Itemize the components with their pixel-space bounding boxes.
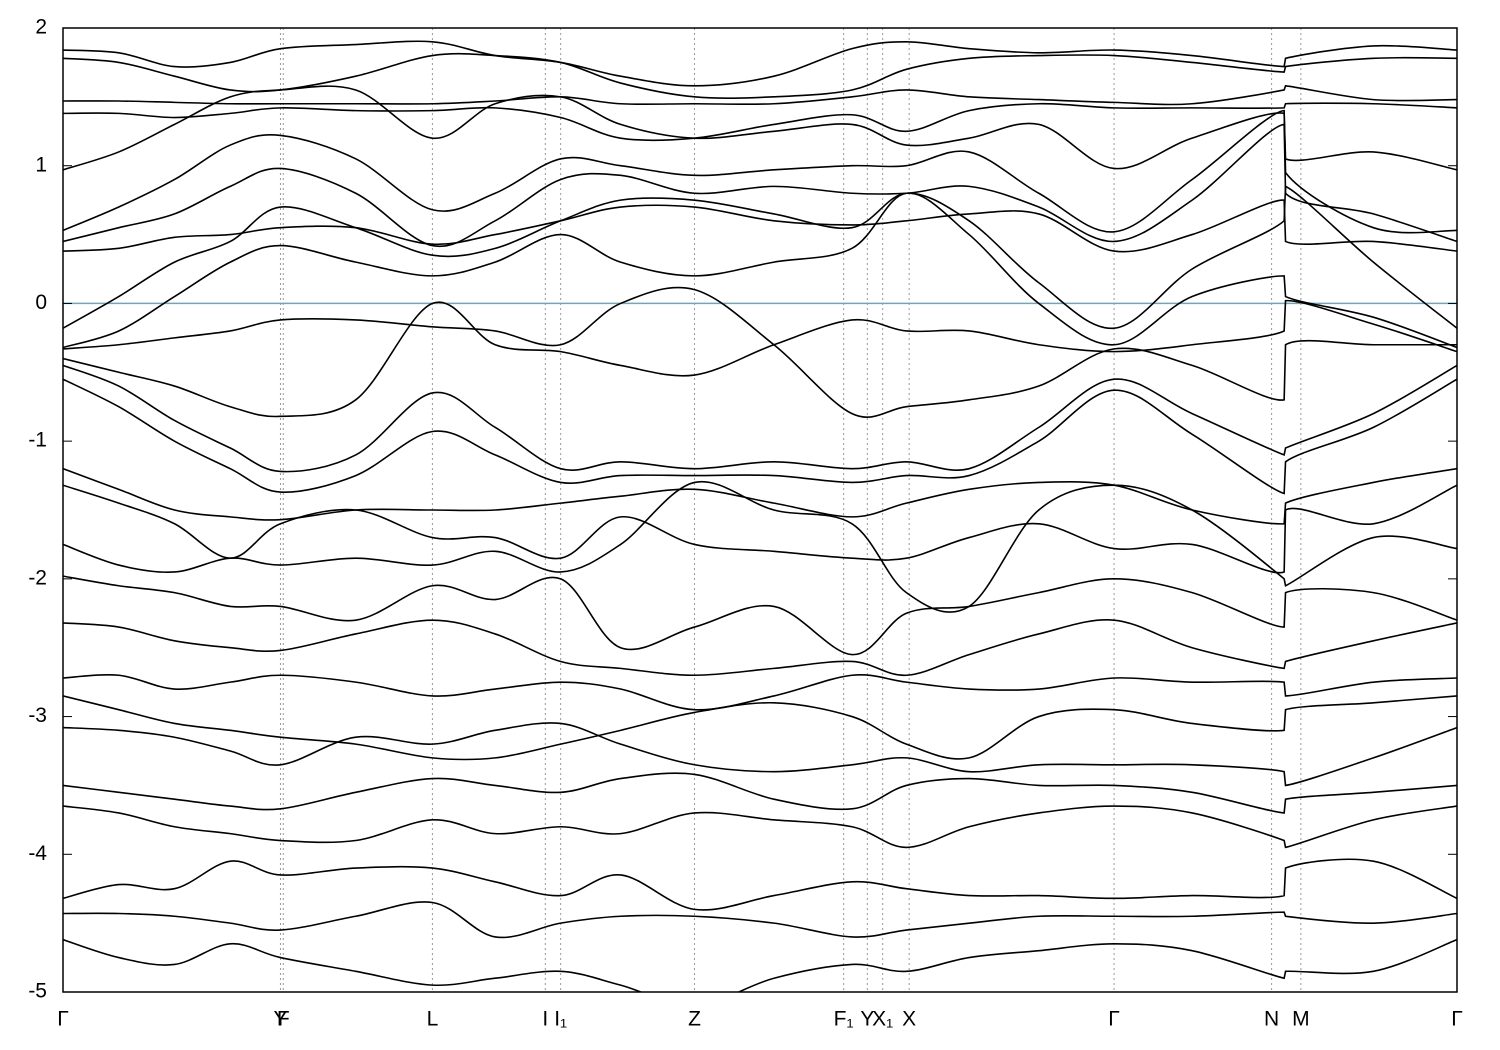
x-tick-label: X bbox=[902, 1008, 916, 1031]
x-tick-label: Γ bbox=[1108, 1008, 1120, 1031]
y-tick-label: 2 bbox=[35, 16, 47, 39]
x-tick-label: Y bbox=[273, 1008, 287, 1031]
band-line bbox=[63, 378, 1457, 495]
x-tick-label: I bbox=[542, 1008, 548, 1031]
band-line bbox=[63, 467, 1457, 525]
band-line bbox=[63, 772, 1457, 814]
x-tick-label: M bbox=[1292, 1008, 1310, 1031]
band-line bbox=[63, 109, 1457, 234]
y-tick-label: 1 bbox=[35, 153, 47, 176]
y-tick-label: -1 bbox=[28, 429, 47, 452]
x-tick-label: Y bbox=[860, 1008, 874, 1031]
y-tick-label: -3 bbox=[28, 704, 47, 727]
band-line bbox=[63, 695, 1457, 761]
band-line bbox=[63, 901, 1457, 939]
x-tick-label: I₁ bbox=[554, 1008, 567, 1031]
plot-frame bbox=[62, 27, 1458, 993]
band-line bbox=[63, 299, 1457, 418]
x-tick-label: F bbox=[277, 1008, 290, 1031]
band-line bbox=[63, 938, 1457, 992]
band-line bbox=[63, 484, 1457, 574]
y-tick-label: -4 bbox=[28, 842, 47, 865]
y-tick-label: -2 bbox=[28, 566, 47, 589]
x-tick-label: L bbox=[427, 1008, 439, 1031]
bands bbox=[63, 40, 1457, 992]
band-line bbox=[63, 84, 1457, 106]
band-line bbox=[63, 674, 1457, 711]
band-line bbox=[63, 575, 1457, 656]
band-line bbox=[63, 480, 1457, 613]
band-line bbox=[63, 85, 1457, 171]
band-line bbox=[63, 364, 1457, 473]
x-tick-label: Γ bbox=[57, 1008, 69, 1031]
x-tick-label: N bbox=[1264, 1008, 1279, 1031]
band-line bbox=[63, 805, 1457, 849]
band-line bbox=[63, 185, 1457, 330]
x-tick-label: Z bbox=[688, 1008, 701, 1031]
x-tick-label: X₁ bbox=[872, 1008, 893, 1031]
band-line bbox=[63, 192, 1457, 349]
x-tick-label: F₁ bbox=[834, 1008, 854, 1031]
y-tick-label: 0 bbox=[35, 291, 47, 314]
band-line bbox=[63, 102, 1457, 142]
y-tick-label: -5 bbox=[28, 980, 47, 1003]
x-tick-label: Γ bbox=[1451, 1008, 1463, 1031]
band-line bbox=[63, 858, 1457, 911]
band-line bbox=[63, 40, 1457, 87]
band-line bbox=[63, 123, 1457, 248]
band-line bbox=[63, 619, 1457, 677]
band-line bbox=[63, 199, 1457, 253]
band-line bbox=[63, 722, 1457, 787]
